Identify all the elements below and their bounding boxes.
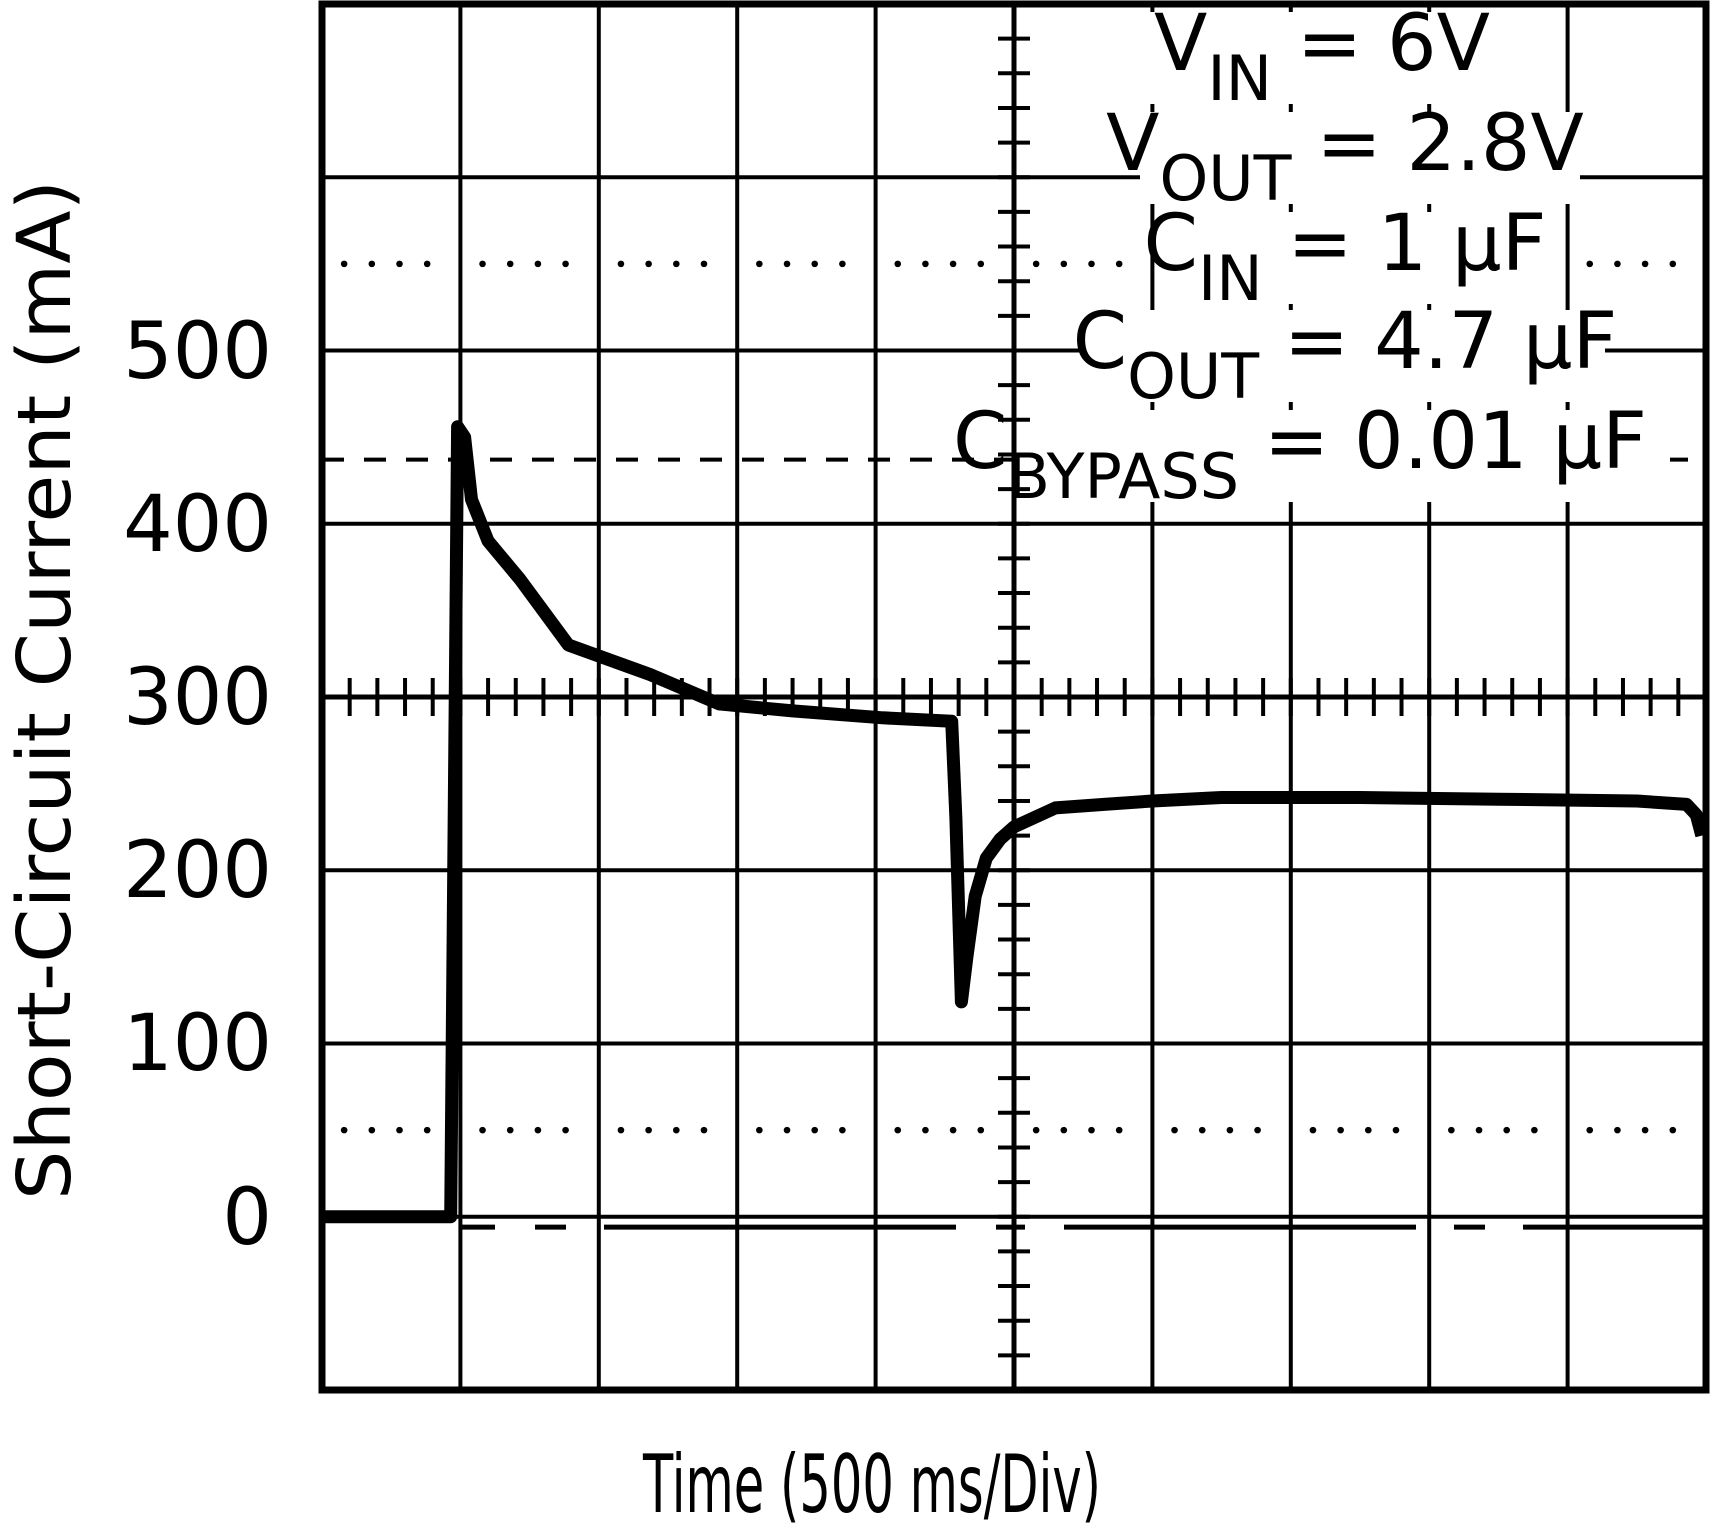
dotted-reference-dot xyxy=(1060,1126,1068,1134)
dotted-reference-dot xyxy=(645,1126,652,1134)
legend-row: CIN = 1 μF xyxy=(1144,199,1547,315)
legend-row: VIN = 6V xyxy=(1154,0,1490,115)
y-tick-label-0: 0 xyxy=(222,1173,272,1263)
dotted-reference-dot xyxy=(396,1126,403,1134)
y-tick-label-500: 500 xyxy=(123,307,272,397)
dotted-reference-dot xyxy=(839,1126,846,1134)
dotted-reference-dot xyxy=(949,260,957,268)
dotted-reference-dot xyxy=(783,1126,791,1134)
dotted-reference-dot xyxy=(423,260,431,268)
x-axis-label: Time (500 ms/Div) xyxy=(642,1438,1101,1526)
dotted-reference-dot xyxy=(534,1126,542,1134)
dotted-reference-dot xyxy=(1337,1126,1344,1134)
dotted-reference-dot xyxy=(506,260,514,268)
dotted-reference-dot xyxy=(645,260,652,268)
dotted-reference-dot xyxy=(423,1126,431,1134)
legend-knockout xyxy=(1160,212,1560,304)
dotted-reference-dot xyxy=(1060,260,1068,268)
dotted-reference-dot xyxy=(922,260,929,268)
dotted-reference-dot xyxy=(1475,1126,1483,1134)
dotted-reference-dot xyxy=(1392,1126,1400,1134)
dotted-reference-dot xyxy=(1586,1126,1594,1134)
dotted-reference-dot xyxy=(479,1126,486,1134)
dotted-reference-dot xyxy=(673,260,680,268)
y-tick-label-400: 400 xyxy=(123,480,272,570)
dotted-reference-dot xyxy=(1115,260,1123,268)
dotted-reference-dot xyxy=(1669,260,1677,268)
dotted-reference-dot xyxy=(1614,260,1621,268)
dotted-reference-dot xyxy=(1254,1126,1261,1134)
dotted-reference-dot xyxy=(340,260,348,268)
dotted-reference-dot xyxy=(1503,1126,1511,1134)
y-tick-label-300: 300 xyxy=(123,653,272,743)
dotted-reference-dot xyxy=(1088,1126,1095,1134)
dotted-reference-dot xyxy=(1531,1126,1538,1134)
dotted-reference-dot xyxy=(368,260,376,268)
dotted-reference-dot xyxy=(1115,1126,1123,1134)
dotted-reference-dot xyxy=(673,1126,680,1134)
dotted-reference-dot xyxy=(894,1126,902,1134)
dotted-reference-dot xyxy=(534,260,542,268)
legend-row: COUT = 4.7 μF xyxy=(1073,297,1618,413)
legend-knockout xyxy=(1150,12,1488,104)
dotted-reference-dot xyxy=(1309,1126,1317,1134)
dotted-reference-dot xyxy=(756,260,763,268)
dotted-reference-dot xyxy=(1641,1126,1649,1134)
dotted-reference-dot xyxy=(506,1126,514,1134)
legend-knockout xyxy=(1085,310,1605,402)
legend-knockout xyxy=(1140,112,1580,204)
dotted-reference-dot xyxy=(562,260,569,268)
dotted-reference-dot xyxy=(1226,1126,1234,1134)
dotted-reference-dot xyxy=(1032,1126,1040,1134)
current-trace xyxy=(322,420,1709,1224)
dotted-reference-dot xyxy=(756,1126,763,1134)
dotted-reference-dot xyxy=(617,1126,625,1134)
dotted-reference-dot xyxy=(396,260,403,268)
dotted-reference-dot xyxy=(1669,1126,1677,1134)
dotted-reference-dot xyxy=(1614,1126,1621,1134)
dotted-reference-dot xyxy=(922,1126,929,1134)
dotted-reference-dot xyxy=(1448,1126,1455,1134)
dotted-reference-dot xyxy=(1032,260,1040,268)
dotted-reference-dot xyxy=(368,1126,376,1134)
dotted-reference-dot xyxy=(617,260,625,268)
dotted-reference-dot xyxy=(839,260,846,268)
dotted-reference-dot xyxy=(1641,260,1649,268)
legend-knockout xyxy=(1040,410,1670,502)
dotted-reference-dot xyxy=(894,260,902,268)
dotted-reference-dot xyxy=(1586,260,1594,268)
y-tick-label-100: 100 xyxy=(123,999,272,1089)
dotted-reference-dot xyxy=(1198,1126,1206,1134)
dotted-reference-dot xyxy=(340,1126,348,1134)
y-axis-label: Short-Circuit Current (mA) xyxy=(2,180,88,1200)
dotted-reference-dot xyxy=(562,1126,569,1134)
dotted-reference-dot xyxy=(700,260,708,268)
dotted-reference-dot xyxy=(811,260,819,268)
legend-row: CBYPASS = 0.01 μF xyxy=(953,397,1647,513)
dotted-reference-dot xyxy=(1171,1126,1178,1134)
y-tick-label-200: 200 xyxy=(123,826,272,916)
dotted-reference-dot xyxy=(811,1126,819,1134)
dotted-reference-dot xyxy=(1088,260,1095,268)
dotted-reference-dot xyxy=(479,260,486,268)
y-tick-labels: 500 400 300 200 100 0 xyxy=(123,307,272,1263)
dotted-reference-dot xyxy=(700,1126,708,1134)
dotted-reference-dot xyxy=(783,260,791,268)
dotted-reference-dot xyxy=(977,260,985,268)
dotted-reference-dot xyxy=(977,1126,985,1134)
center-axes xyxy=(322,4,1706,1390)
dotted-reference-dot xyxy=(949,1126,957,1134)
plot-frame xyxy=(318,0,1710,1394)
dotted-reference-dot xyxy=(1365,1126,1372,1134)
legend-row: VOUT = 2.8V xyxy=(1106,99,1584,215)
